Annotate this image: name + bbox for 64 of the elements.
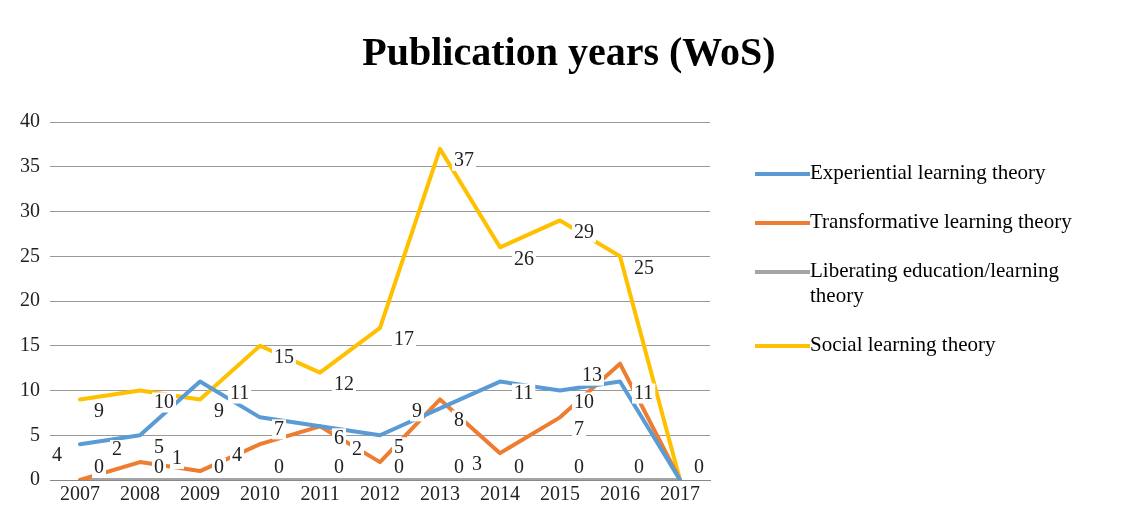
data-label: 11 bbox=[634, 380, 654, 403]
legend-label: Experiential learning theory bbox=[810, 160, 1046, 185]
data-label: 9 bbox=[214, 398, 224, 421]
chart-title: Publication years (WoS) bbox=[361, 28, 777, 75]
data-label: 0 bbox=[514, 455, 524, 478]
x-tick-label: 2013 bbox=[420, 482, 460, 505]
y-tick-label: 20 bbox=[20, 288, 40, 311]
data-label: 9 bbox=[412, 398, 422, 421]
data-label: 13 bbox=[582, 362, 602, 385]
x-tick-label: 2011 bbox=[300, 482, 340, 505]
data-label: 10 bbox=[154, 389, 174, 412]
legend-label: Social learning theory bbox=[810, 332, 996, 357]
data-label: 11 bbox=[230, 380, 250, 403]
data-label: 0 bbox=[454, 455, 464, 478]
data-label: 29 bbox=[574, 219, 594, 242]
y-tick-label: 30 bbox=[20, 198, 40, 221]
data-label: 25 bbox=[634, 255, 654, 278]
x-tick-label: 2007 bbox=[60, 482, 100, 505]
y-tick-label: 10 bbox=[20, 377, 40, 400]
data-label: 0 bbox=[274, 455, 284, 478]
data-label: 2 bbox=[352, 437, 362, 460]
data-label: 6 bbox=[334, 425, 344, 448]
x-tick-label: 2012 bbox=[360, 482, 400, 505]
y-tick-label: 25 bbox=[20, 243, 40, 266]
y-tick-label: 35 bbox=[20, 154, 40, 176]
data-label: 7 bbox=[574, 416, 584, 439]
data-label: 0 bbox=[154, 455, 164, 478]
data-label: 5 bbox=[154, 434, 164, 457]
data-label: 0 bbox=[634, 455, 644, 478]
data-label: 11 bbox=[514, 380, 534, 403]
data-label: 8 bbox=[454, 407, 464, 430]
y-tick-label: 15 bbox=[20, 333, 40, 355]
data-label: 1 bbox=[172, 446, 182, 469]
data-label: 3 bbox=[472, 452, 482, 475]
data-label: 0 bbox=[334, 455, 344, 478]
x-tick-label: 2009 bbox=[180, 482, 220, 505]
data-label: 4 bbox=[232, 443, 242, 466]
y-tick-label: 5 bbox=[30, 422, 40, 445]
data-label: 9 bbox=[94, 398, 104, 421]
data-label: 2 bbox=[112, 437, 122, 460]
x-tick-label: 2017 bbox=[660, 482, 700, 505]
y-tick-label: 40 bbox=[20, 109, 40, 132]
legend-label: Transformative learning theory bbox=[810, 209, 1072, 234]
y-tick-label: 0 bbox=[30, 467, 40, 490]
data-label: 0 bbox=[394, 455, 404, 478]
data-label: 5 bbox=[394, 434, 404, 457]
x-tick-label: 2014 bbox=[480, 482, 520, 505]
data-label: 0 bbox=[214, 455, 224, 478]
data-label: 0 bbox=[694, 455, 704, 478]
data-label: 7 bbox=[274, 416, 284, 439]
data-label: 10 bbox=[574, 389, 594, 412]
data-label: 4 bbox=[52, 443, 62, 466]
data-label: 26 bbox=[514, 246, 534, 269]
data-label: 12 bbox=[334, 371, 354, 394]
x-tick-label: 2016 bbox=[600, 482, 640, 505]
data-label: 0 bbox=[574, 455, 584, 478]
x-tick-label: 2015 bbox=[540, 482, 580, 505]
legend-label: Liberating education/learning theory bbox=[810, 258, 1060, 308]
data-label: 17 bbox=[394, 327, 414, 350]
data-label: 0 bbox=[94, 455, 104, 478]
x-tick-label: 2010 bbox=[240, 482, 280, 505]
data-label: 37 bbox=[454, 148, 474, 171]
x-tick-label: 2008 bbox=[120, 482, 160, 505]
data-label: 15 bbox=[274, 345, 294, 367]
